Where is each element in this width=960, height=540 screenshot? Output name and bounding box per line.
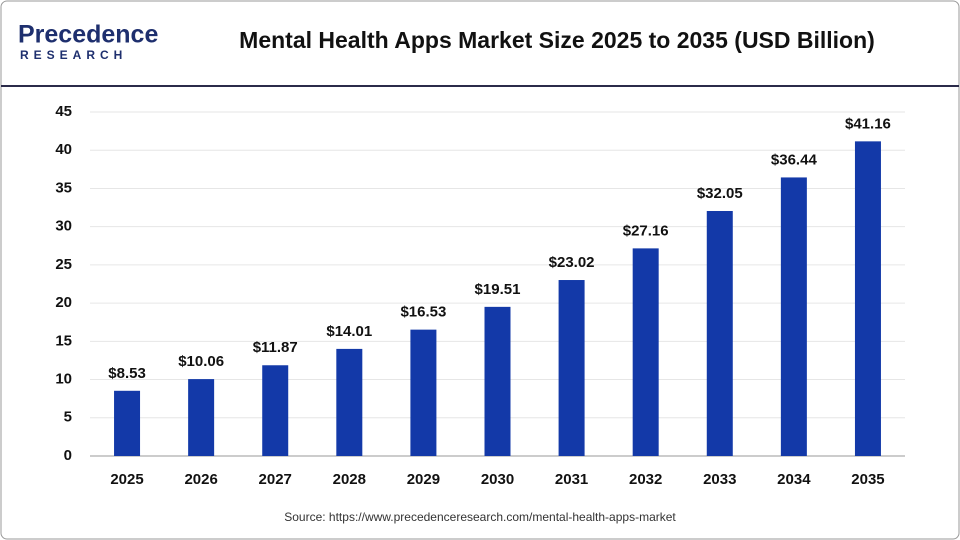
bar [484, 306, 511, 456]
bar [336, 348, 363, 456]
x-tick-label: 2025 [110, 471, 143, 488]
y-tick-label: 30 [55, 218, 72, 235]
y-tick-label: 5 [64, 409, 72, 426]
chart-title: Mental Health Apps Market Size 2025 to 2… [239, 27, 875, 53]
value-label: $41.16 [845, 115, 891, 132]
x-tick-label: 2027 [259, 471, 292, 488]
bar [632, 248, 659, 456]
y-tick-label: 15 [55, 332, 72, 349]
x-tick-label: 2032 [629, 471, 662, 488]
x-tick-label: 2026 [184, 471, 217, 488]
y-tick-label: 35 [55, 179, 72, 196]
y-tick-label: 0 [64, 447, 72, 464]
bar [410, 329, 437, 456]
x-tick-label: 2031 [555, 471, 588, 488]
value-label: $27.16 [623, 222, 669, 239]
logo-name: Precedence [18, 21, 158, 49]
bar [706, 210, 733, 456]
y-tick-label: 25 [55, 256, 72, 273]
x-tick-label: 2033 [703, 471, 736, 488]
x-tick-label: 2029 [407, 471, 440, 488]
value-label: $8.53 [108, 365, 146, 382]
value-label: $11.87 [253, 339, 298, 356]
y-tick-label: 45 [55, 103, 72, 120]
value-label: $19.51 [475, 281, 521, 298]
y-tick-label: 10 [55, 371, 72, 388]
value-label: $16.53 [400, 304, 446, 321]
value-label: $23.02 [549, 254, 595, 271]
value-label: $10.06 [178, 353, 224, 370]
value-label: $36.44 [771, 151, 818, 168]
source: Source: https://www.precedenceresearch.c… [284, 510, 676, 524]
bar [854, 141, 881, 456]
bar [188, 379, 215, 456]
y-tick-label: 40 [55, 141, 72, 158]
bar [780, 177, 807, 456]
x-tick-label: 2034 [777, 471, 811, 488]
y-tick-label: 20 [55, 294, 72, 311]
x-tick-label: 2028 [333, 471, 366, 488]
bar [262, 365, 289, 456]
x-tick-label: 2030 [481, 471, 514, 488]
logo-sub: RESEARCH [20, 48, 127, 62]
bar [114, 390, 141, 456]
bar [558, 280, 585, 456]
x-tick-label: 2035 [851, 471, 884, 488]
value-label: $32.05 [697, 185, 743, 202]
value-label: $14.01 [326, 323, 372, 340]
